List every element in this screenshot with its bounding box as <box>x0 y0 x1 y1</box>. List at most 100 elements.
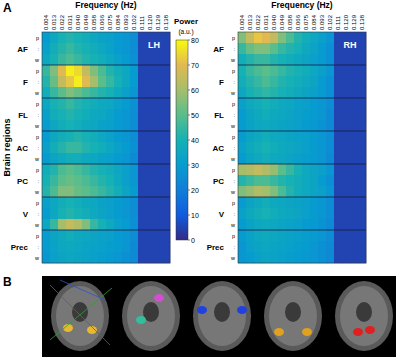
x-tick-label: 0.004 <box>43 14 49 30</box>
heat-cell <box>146 109 154 120</box>
heat-cell <box>270 208 278 219</box>
heat-cell <box>334 153 342 164</box>
heat-cell <box>310 32 318 43</box>
row-label: : <box>233 211 235 217</box>
x-tick-label: 0.040 <box>75 14 81 30</box>
heat-cell <box>294 142 302 153</box>
heat-cell <box>278 175 286 186</box>
heat-cell <box>42 164 50 175</box>
colorbar-tick <box>188 65 190 66</box>
heat-cell <box>122 87 130 98</box>
heat-cell <box>106 230 114 241</box>
x-tick-label: 0.031 <box>263 14 269 30</box>
colorbar-tick-label: 60 <box>191 87 199 94</box>
heat-cell <box>66 153 74 164</box>
heat-cell <box>262 175 270 186</box>
heat-cell <box>42 186 50 197</box>
heat-cell <box>122 32 130 43</box>
heat-cell <box>162 230 170 241</box>
colorbar-tick <box>188 215 190 216</box>
heat-cell <box>42 54 50 65</box>
heat-cell <box>270 142 278 153</box>
heat-cell <box>238 109 246 120</box>
heat-cell <box>146 208 154 219</box>
heat-cell <box>278 208 286 219</box>
heat-cell <box>42 197 50 208</box>
x-tick-label: 0.066 <box>99 14 105 30</box>
heat-cell <box>262 241 270 252</box>
heat-cell <box>122 219 130 230</box>
heat-cell <box>318 98 326 109</box>
row-label: p <box>36 35 39 41</box>
heat-cell <box>58 87 66 98</box>
heat-cell <box>270 241 278 252</box>
heat-cell <box>98 142 106 153</box>
heat-cell <box>318 54 326 65</box>
heat-cell <box>294 76 302 87</box>
heat-cell <box>90 87 98 98</box>
heat-cell <box>154 197 162 208</box>
heat-cell <box>98 76 106 87</box>
heat-cell <box>342 131 350 142</box>
heat-cell <box>74 175 82 186</box>
heat-cell <box>238 131 246 142</box>
heat-cell <box>318 142 326 153</box>
heat-cell <box>254 208 262 219</box>
heat-cell <box>114 164 122 175</box>
heat-cell <box>246 32 254 43</box>
heat-cell <box>254 131 262 142</box>
heat-cell <box>334 32 342 43</box>
row-label: : <box>233 112 235 118</box>
heat-cell <box>50 43 58 54</box>
heat-cell <box>238 186 246 197</box>
heat-cell <box>114 43 122 54</box>
heat-cell <box>286 109 294 120</box>
heat-cell <box>334 54 342 65</box>
heat-cell <box>42 241 50 252</box>
heat-cell <box>270 252 278 263</box>
heat-cell <box>326 186 334 197</box>
heat-cell <box>154 230 162 241</box>
heat-cell <box>334 219 342 230</box>
x-tick-label: 0.022 <box>255 14 261 30</box>
heat-cell <box>342 164 350 175</box>
row-label: w <box>230 156 235 162</box>
region-label: F <box>23 78 28 87</box>
heat-cell <box>154 76 162 87</box>
heat-cell <box>106 54 114 65</box>
heat-cell <box>246 142 254 153</box>
row-label: p <box>36 167 39 173</box>
heat-cell <box>82 241 90 252</box>
heat-cell <box>318 153 326 164</box>
heat-cell <box>146 175 154 186</box>
heat-cell <box>90 241 98 252</box>
heat-cell <box>98 186 106 197</box>
heat-cell <box>138 65 146 76</box>
colorbar-tick-label: 50 <box>191 112 199 119</box>
heat-cell <box>58 120 66 131</box>
heat-cell <box>342 175 350 186</box>
heat-cell <box>130 109 138 120</box>
x-tick-label: 0.084 <box>115 14 121 30</box>
heat-cell <box>90 142 98 153</box>
colorbar-tick-label: 40 <box>191 137 199 144</box>
region-label: V <box>219 210 225 219</box>
heat-cell <box>130 120 138 131</box>
heat-cell <box>66 208 74 219</box>
heat-cell <box>82 219 90 230</box>
region-label: FL <box>214 111 224 120</box>
heat-cell <box>310 98 318 109</box>
heat-cell <box>74 219 82 230</box>
heat-cell <box>130 164 138 175</box>
x-tick-label: 0.049 <box>83 14 89 30</box>
heat-cell <box>358 219 366 230</box>
heat-cell <box>318 164 326 175</box>
heat-cell <box>286 131 294 142</box>
heat-cell <box>326 208 334 219</box>
region-separator <box>42 164 170 165</box>
brain-tissue <box>127 286 175 346</box>
heat-cell <box>66 241 74 252</box>
heat-cell <box>82 65 90 76</box>
heat-cell <box>270 197 278 208</box>
heat-cell <box>310 219 318 230</box>
